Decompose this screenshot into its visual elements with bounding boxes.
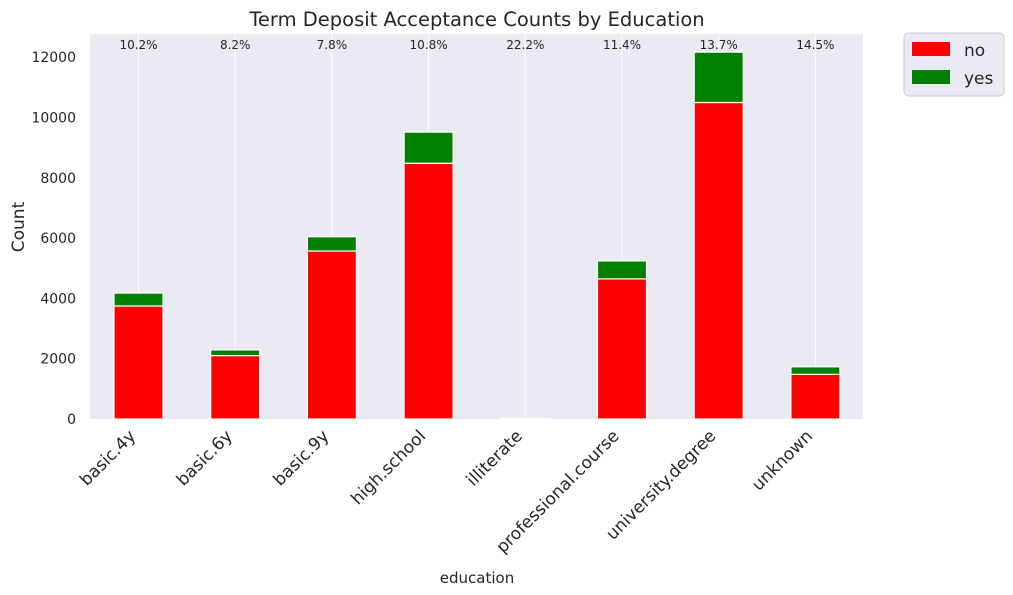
bars (113, 51, 841, 420)
x-tick-label: university.degree (602, 426, 720, 544)
bar-no (596, 278, 648, 420)
y-tick-label: 12000 (31, 50, 76, 66)
x-tick-label: basic.4y (76, 426, 140, 490)
bar-yes (790, 366, 841, 375)
bar-yes (403, 131, 454, 164)
legend-swatch-yes (912, 70, 950, 84)
bar-no (693, 101, 744, 420)
legend-label-yes: yes (964, 69, 994, 89)
percentage-label: 11.4% (603, 38, 641, 52)
y-tick-label: 6000 (40, 231, 76, 247)
chart-title: Term Deposit Acceptance Counts by Educat… (248, 8, 704, 31)
x-tick-label: illiterate (463, 426, 527, 490)
percentage-label: 22.2% (506, 38, 544, 52)
legend: no yes (903, 32, 1005, 97)
percentage-label: 7.8% (317, 38, 348, 52)
bar-no (403, 162, 454, 420)
x-tick-label: high.school (347, 426, 430, 509)
bar-annotations: 10.2% 8.2% 7.8% 10.8% 22.2% 11.4% 13.7% 14.5% (119, 38, 834, 52)
y-tick-label: 8000 (40, 171, 76, 187)
bar-yes (596, 260, 648, 280)
percentage-label: 10.8% (410, 38, 448, 52)
bar-yes (113, 292, 164, 307)
x-tick-label: basic.9y (269, 426, 333, 490)
y-tick-label: 10000 (31, 111, 76, 127)
plot-area (90, 34, 863, 419)
percentage-label: 8.2% (220, 38, 251, 52)
x-axis-label: education (440, 569, 514, 587)
legend-swatch-no (912, 42, 950, 56)
x-tick-label: unknown (748, 426, 817, 495)
percentage-label: 13.7% (700, 38, 738, 52)
legend-label-no: no (964, 41, 985, 61)
y-axis: 0 2000 4000 6000 8000 10000 12000 (31, 50, 76, 428)
bar-yes (306, 236, 357, 252)
y-tick-label: 4000 (40, 291, 76, 307)
y-axis-label: Count (9, 201, 29, 252)
y-tick-label: 2000 (40, 352, 76, 368)
bar-yes (693, 51, 744, 104)
percentage-label: 10.2% (119, 38, 157, 52)
bar-yes (210, 349, 261, 357)
y-tick-label: 0 (67, 412, 76, 428)
x-axis: basic.4y basic.6y basic.9y high.school illit… (76, 426, 817, 557)
percentage-label: 14.5% (796, 38, 834, 52)
x-tick-label: basic.6y (173, 426, 237, 490)
bar-no (790, 373, 841, 420)
bar-no (306, 250, 357, 420)
bar-no (210, 354, 261, 420)
bar-no (113, 305, 164, 420)
